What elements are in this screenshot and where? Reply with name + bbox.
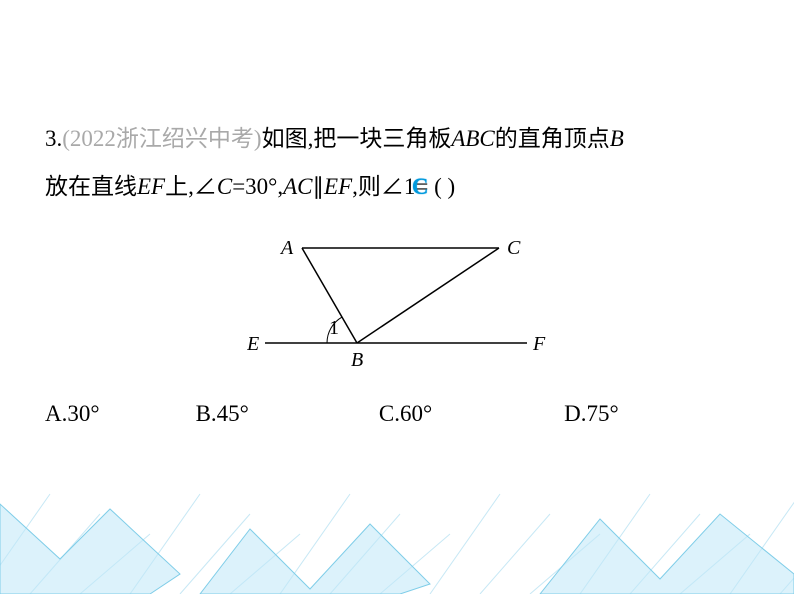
svg-text:A: A <box>279 237 294 259</box>
content-area: 3.(2022浙江绍兴中考)如图,把一块三角板ABC的直角顶点B 放在直线EF上… <box>45 115 749 427</box>
q-text-2: 的直角顶点 <box>495 126 610 151</box>
diagram-container: A C B E F 1 <box>45 228 749 383</box>
label-c: C <box>217 174 232 199</box>
triangle-diagram: A C B E F 1 <box>247 228 547 378</box>
question-number: 3. <box>45 126 62 151</box>
slide: 3.(2022浙江绍兴中考)如图,把一块三角板ABC的直角顶点B 放在直线EF上… <box>0 0 794 594</box>
label-b: B <box>610 126 624 151</box>
answer-letter: C <box>412 174 429 199</box>
label-ef2: EF <box>324 174 352 199</box>
options-row: A.30° B.45° C.60° D.75° <box>45 401 749 427</box>
option-b: B.45° <box>196 401 249 427</box>
q-text-1: 如图,把一块三角板 <box>262 126 452 151</box>
q-text-4: 上,∠ <box>165 174 217 199</box>
q-text-5: =30°, <box>232 174 283 199</box>
q-text-6: ,则∠1= ( ) <box>352 174 455 199</box>
question-source: (2022浙江绍兴中考) <box>62 126 261 151</box>
svg-text:F: F <box>532 333 546 355</box>
decorative-footer <box>0 464 794 594</box>
svg-text:B: B <box>351 349 363 371</box>
label-abc: ABC <box>451 126 494 151</box>
parallel-sym: ∥ <box>313 174 325 199</box>
svg-text:C: C <box>507 237 521 259</box>
svg-text:1: 1 <box>329 317 339 339</box>
question-text: 3.(2022浙江绍兴中考)如图,把一块三角板ABC的直角顶点B 放在直线EF上… <box>45 115 749 212</box>
option-d: D.75° <box>564 401 619 427</box>
q-text-3: 放在直线 <box>45 174 137 199</box>
label-ac: AC <box>283 174 312 199</box>
option-a: A.30° <box>45 401 100 427</box>
svg-text:E: E <box>247 333 259 355</box>
option-c: C.60° <box>379 401 432 427</box>
label-ef: EF <box>137 174 165 199</box>
